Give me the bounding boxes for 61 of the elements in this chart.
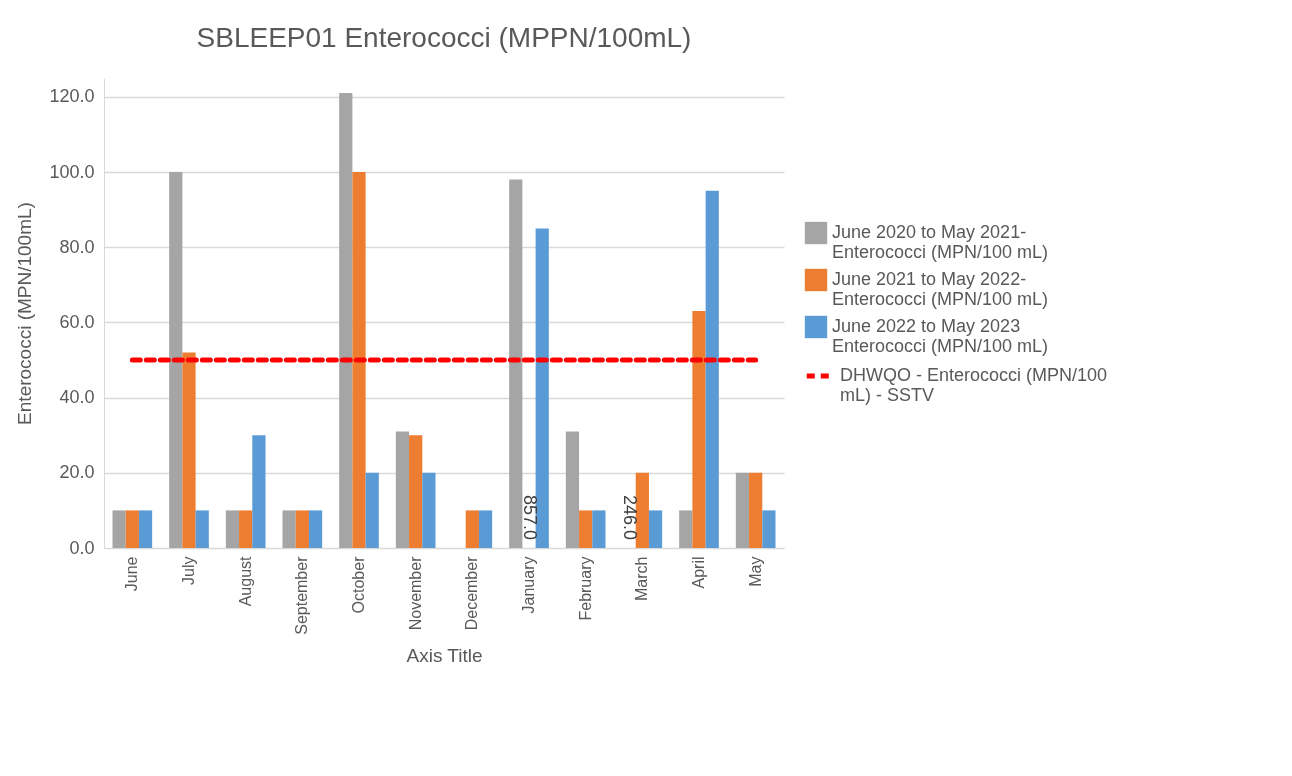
- x-tick-label: October: [350, 555, 367, 614]
- bar: [762, 510, 776, 548]
- x-tick-label: April: [690, 556, 707, 589]
- y-tick-label: 20.0: [59, 462, 95, 483]
- bar: [308, 510, 323, 548]
- bar: [282, 510, 296, 548]
- bar: [692, 311, 706, 548]
- bar: [395, 431, 410, 548]
- y-tick-label: 0.0: [69, 537, 95, 558]
- bar: [365, 472, 379, 548]
- bar: [125, 510, 139, 548]
- legend-label: June 2021 to May 2022-Enterococci (MPN/100 mL): [832, 269, 1049, 309]
- bar: [705, 190, 719, 548]
- x-tick-label: August: [236, 555, 254, 607]
- x-tick-label: July: [180, 556, 197, 585]
- text: 246.0: [620, 494, 641, 540]
- bar: [592, 510, 606, 548]
- chart-title: SBLEEP01 Enterococci (MPPN/100mL): [196, 22, 692, 53]
- bar: [648, 510, 663, 548]
- bar: [339, 93, 353, 548]
- x-tick-label: January: [520, 556, 537, 614]
- x-axis-title: Axis Title: [406, 644, 483, 666]
- text: 857.0: [520, 494, 540, 540]
- bar: [509, 179, 523, 548]
- x-tick-label: November: [406, 555, 424, 631]
- bar: [295, 510, 309, 548]
- legend-label: DHWQO - Enterococci (MPN/100 mL) - SSTV: [840, 365, 1108, 405]
- y-tick-label: 100.0: [49, 161, 95, 182]
- bar: [579, 510, 593, 548]
- bar: [478, 510, 493, 548]
- y-axis-title: Enterococci (MPN/100mL): [14, 202, 36, 425]
- bar: [225, 510, 240, 548]
- bar: [239, 510, 253, 548]
- bar: [735, 472, 750, 548]
- bar: [422, 472, 436, 548]
- x-tick-label: May: [746, 556, 764, 587]
- bar: [409, 435, 423, 548]
- bar: [465, 510, 479, 548]
- legend-label: June 2020 to May 2021-Enterococci (MPN/100 mL): [832, 222, 1049, 262]
- bar: [182, 352, 196, 548]
- bar: [252, 435, 266, 548]
- bar: [112, 510, 126, 548]
- x-tick-label: December: [463, 555, 481, 631]
- bar: [169, 172, 183, 548]
- x-tick-label: June: [123, 556, 141, 592]
- legend-label: June 2022 to May 2023 Enterococci (MPN/100 mL): [832, 316, 1049, 356]
- bar: [535, 228, 549, 548]
- bar: [352, 172, 366, 548]
- x-tick-label: September: [293, 555, 311, 635]
- bar: [679, 510, 693, 548]
- y-tick-label: 60.0: [59, 311, 95, 332]
- bar: [635, 472, 649, 548]
- bar: [195, 510, 209, 548]
- x-tick-label: February: [576, 556, 594, 621]
- bar: [565, 431, 580, 548]
- bar: [138, 510, 153, 548]
- x-tick-label: March: [633, 556, 651, 601]
- y-tick-label: 40.0: [59, 387, 95, 408]
- y-tick-label: 120.0: [49, 86, 95, 107]
- bar: [749, 472, 763, 548]
- y-tick-label: 80.0: [59, 236, 95, 257]
